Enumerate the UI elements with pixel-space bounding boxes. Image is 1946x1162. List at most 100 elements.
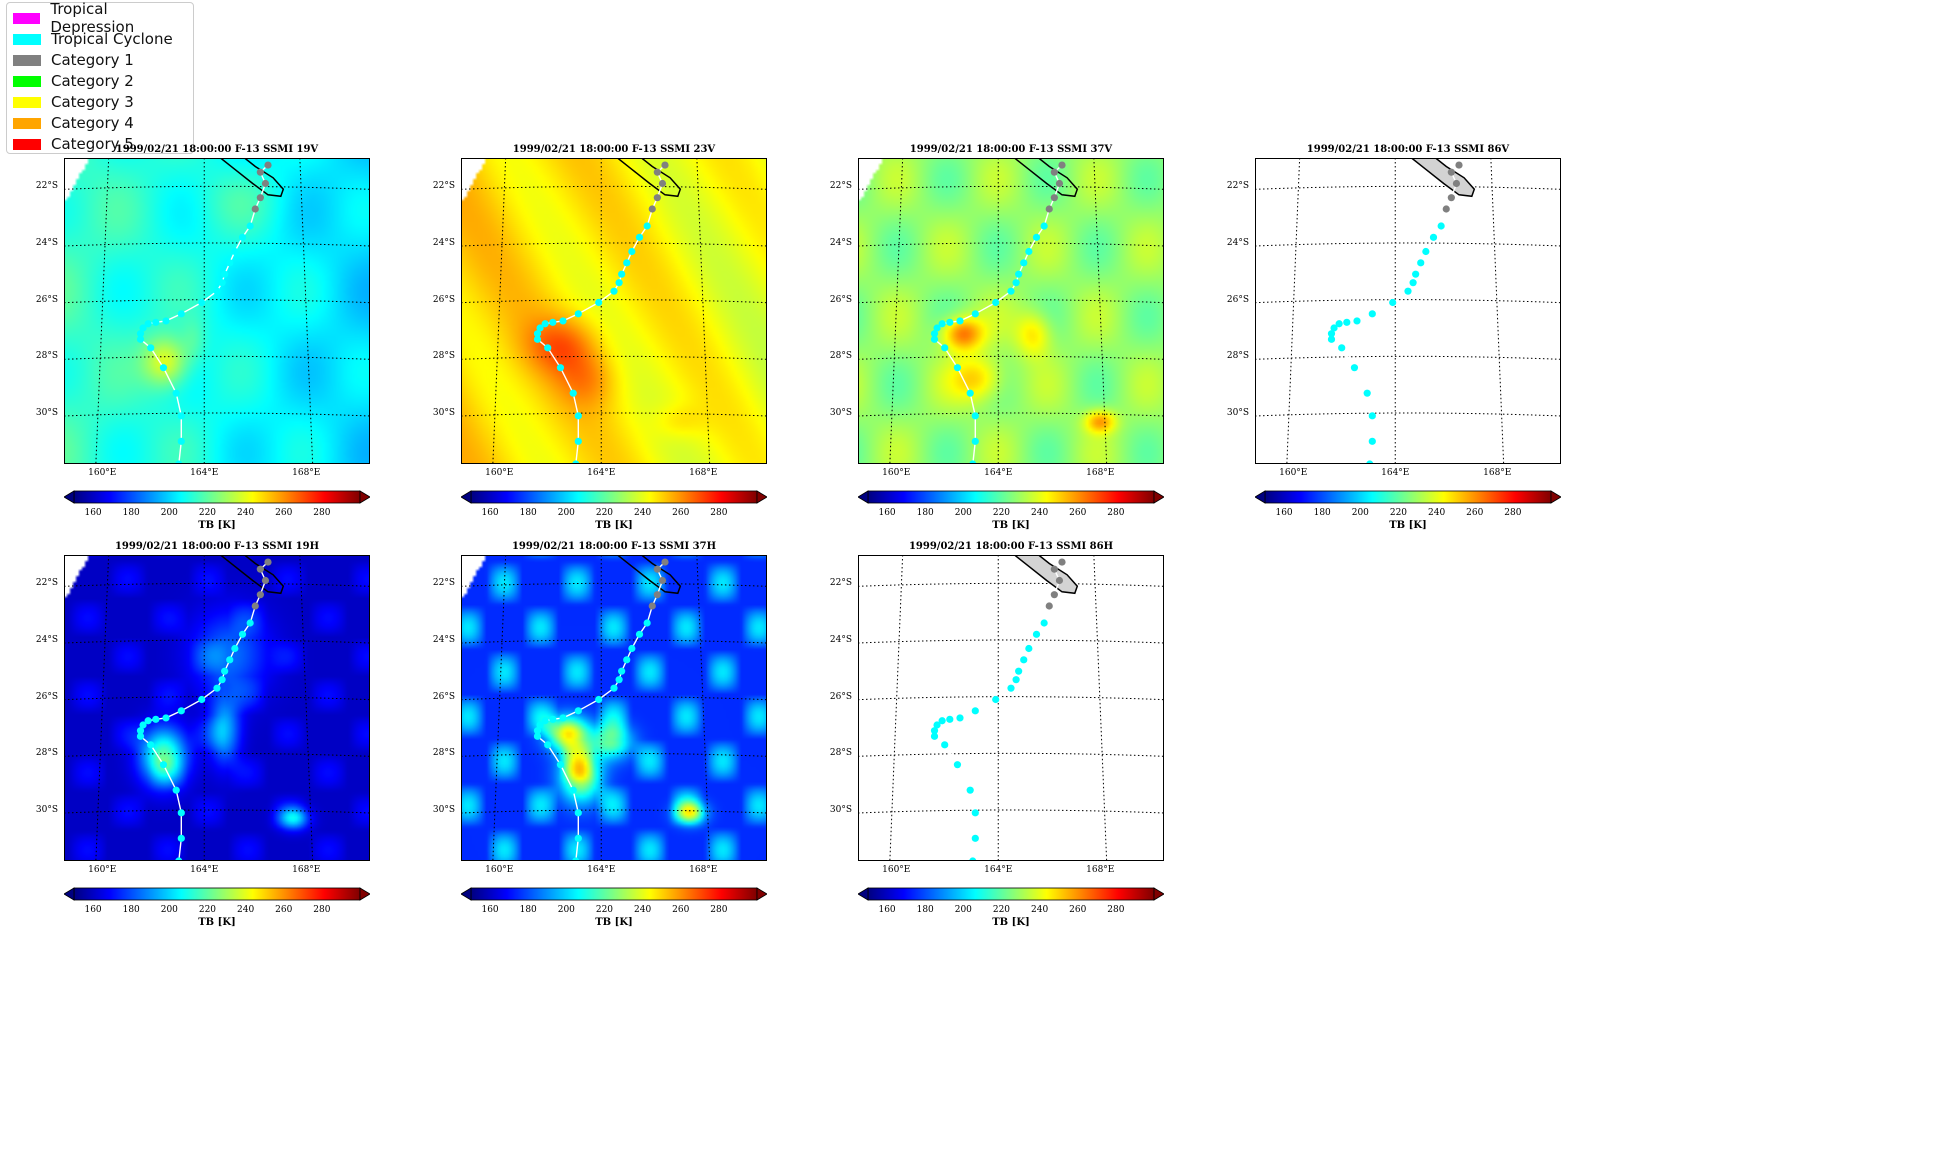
track-point <box>251 602 259 610</box>
meridian-line <box>1490 158 1505 464</box>
track-point <box>177 412 185 420</box>
legend-label: Tropical Depression <box>50 0 135 36</box>
track-point <box>144 320 152 328</box>
track-point <box>628 247 636 256</box>
track-point <box>162 714 170 722</box>
colorbar-tick-label: 180 <box>122 508 140 518</box>
colorbar-label: TB [K] <box>595 917 633 928</box>
colorbar-tick-label: 220 <box>198 905 217 915</box>
track-point <box>930 330 939 338</box>
new-caledonia-coastline <box>219 555 285 595</box>
track-point <box>1422 247 1430 256</box>
lon-tick-label: 168°E <box>1086 865 1115 875</box>
lon-tick-label: 168°E <box>292 865 321 875</box>
colorbar <box>461 887 767 901</box>
track-point <box>569 786 577 794</box>
track-point <box>938 717 946 725</box>
map-panel <box>461 555 767 861</box>
track-point <box>226 656 234 664</box>
parallel-line <box>64 299 370 304</box>
track-point <box>1335 320 1343 328</box>
colorbar <box>64 490 370 504</box>
parallel-line <box>461 696 767 701</box>
colorbar-tick-label: 200 <box>557 508 575 518</box>
track-point <box>1055 179 1064 188</box>
track-point <box>221 667 229 675</box>
colorbar-tick-label: 240 <box>1428 508 1446 518</box>
colorbar <box>461 490 767 504</box>
colorbar-tick-label: 220 <box>595 508 614 518</box>
track-point <box>941 741 949 749</box>
legend-label: Category 3 <box>51 93 134 111</box>
track-point <box>139 721 147 729</box>
colorbar-tick-label: 160 <box>84 905 102 915</box>
track-point <box>1040 619 1048 627</box>
panel-title: 1999/02/21 18:00:00 F-13 SSMI 86H <box>908 541 1114 552</box>
meridian-line <box>696 555 711 861</box>
track-point <box>147 344 155 352</box>
lat-tick-label: 24°S <box>829 238 852 248</box>
track-point <box>544 344 552 352</box>
lat-tick-label: 28°S <box>35 351 58 362</box>
colorbar-tick-label: 240 <box>1031 508 1049 518</box>
legend-label: Category 2 <box>51 72 134 90</box>
storm-category-legend: Tropical Depression Tropical Cyclone Categ… <box>6 0 194 154</box>
track-point <box>1015 667 1023 675</box>
legend-item: Category 5 <box>13 134 134 154</box>
track-point <box>1012 676 1020 684</box>
parallel-line <box>64 412 370 417</box>
track-point <box>198 298 206 307</box>
colorbar-tick-label: 160 <box>1275 508 1293 518</box>
track-point <box>1015 270 1023 278</box>
parallel-line <box>1255 299 1561 304</box>
colorbar-tick-label: 200 <box>1351 508 1369 518</box>
legend-item: Tropical Cyclone <box>13 29 173 49</box>
track-point <box>595 695 603 704</box>
legend-item: Category 3 <box>13 92 134 112</box>
track-point <box>261 576 270 585</box>
brightness-temperature-field <box>461 555 767 861</box>
brightness-temperature-field <box>461 158 767 464</box>
brightness-temperature-field <box>64 158 370 464</box>
parallel-line <box>64 242 370 247</box>
track-point <box>574 437 582 445</box>
track-point <box>1353 317 1361 325</box>
colorbar-tick-label: 260 <box>275 508 293 518</box>
track-point <box>213 287 221 295</box>
parallel-line <box>461 809 767 814</box>
track-point <box>946 715 954 723</box>
track-point <box>946 318 954 326</box>
lat-tick-label: 26°S <box>35 691 58 702</box>
track-point <box>1368 412 1376 420</box>
lat-tick-label: 24°S <box>829 635 852 645</box>
colorbar-label: TB [K] <box>992 917 1030 928</box>
lat-tick-label: 22°S <box>1226 181 1249 192</box>
track-point <box>251 205 259 213</box>
track-point <box>615 279 623 287</box>
panel-title: 1999/02/21 18:00:00 F-13 SSMI 19V <box>115 144 319 155</box>
colorbar <box>858 490 1164 504</box>
track-point <box>1045 602 1053 610</box>
new-caledonia-coastline <box>1410 158 1476 198</box>
track-point <box>533 727 542 735</box>
colorbar-tick-label: 220 <box>198 508 217 518</box>
track-point <box>1330 324 1338 332</box>
track-point <box>261 179 270 188</box>
colorbar <box>858 887 1164 901</box>
lat-tick-label: 22°S <box>829 181 852 192</box>
lon-tick-label: 164°E <box>984 865 1013 875</box>
lat-tick-label: 26°S <box>829 691 852 702</box>
track-point <box>1025 644 1033 653</box>
track-point <box>1045 205 1053 213</box>
colorbar-tick-label: 220 <box>992 905 1011 915</box>
track-point <box>1327 330 1336 338</box>
meridian-line <box>492 158 507 464</box>
parallel-line <box>858 412 1164 417</box>
colorbar-label: TB [K] <box>992 520 1030 531</box>
lon-tick-label: 160°E <box>882 865 911 875</box>
meridian-line <box>889 158 904 464</box>
track-point <box>536 324 544 332</box>
meridian-line <box>299 158 314 464</box>
lat-tick-label: 26°S <box>1226 294 1249 305</box>
colorbar-tick-label: 240 <box>634 508 652 518</box>
